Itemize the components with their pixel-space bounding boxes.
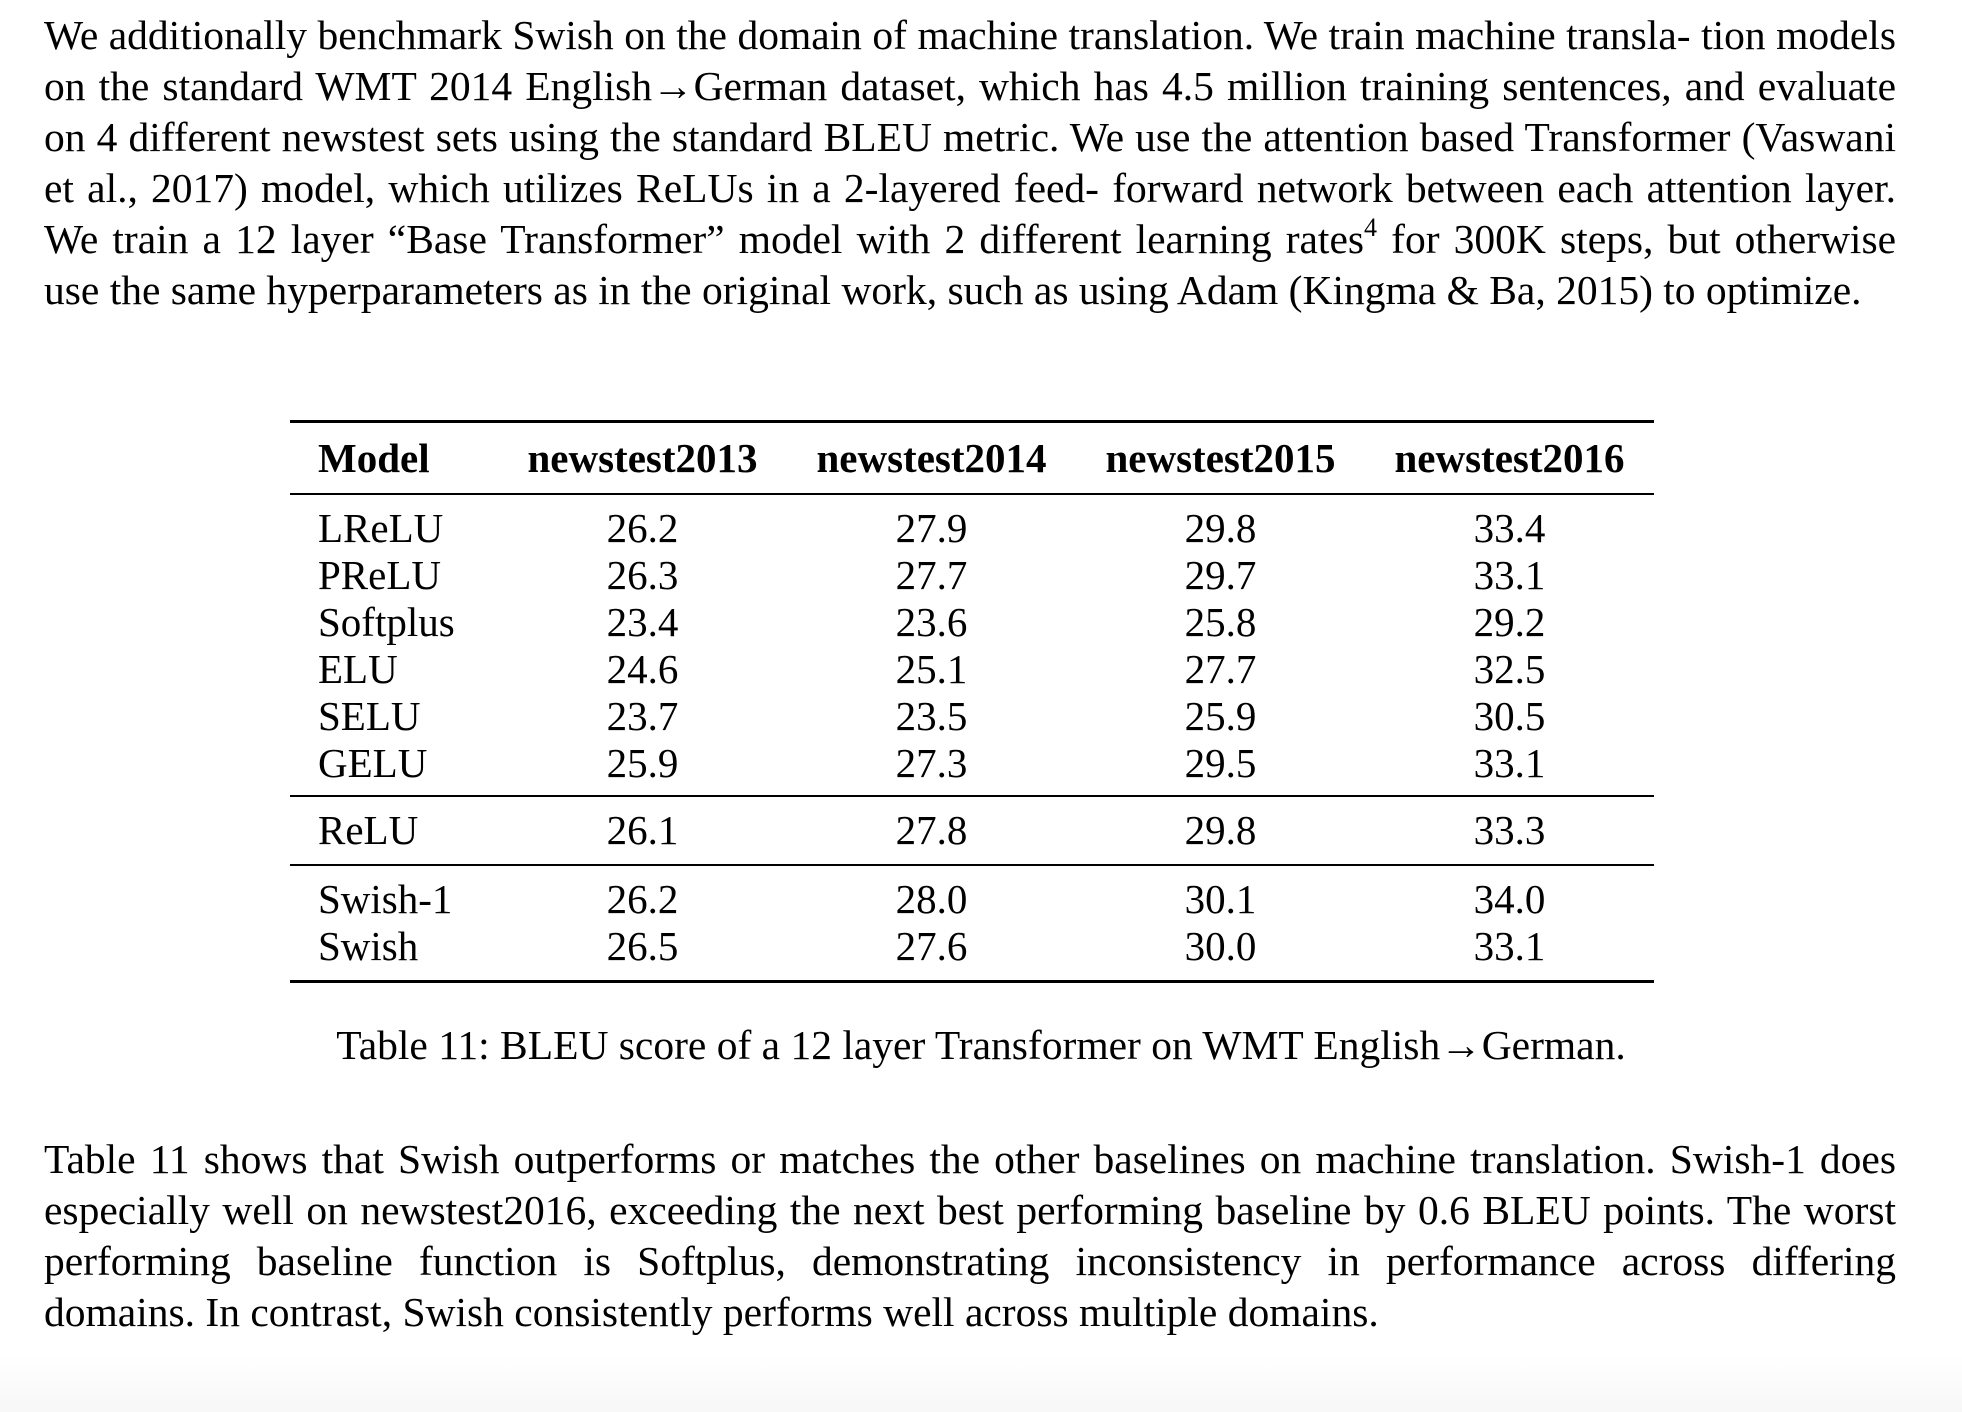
score-cell: 26.2 bbox=[606, 505, 679, 551]
table-row: LReLU 26.2 27.9 29.8 33.4 bbox=[290, 494, 1654, 552]
table-row: SELU 23.7 23.5 25.9 30.5 bbox=[290, 693, 1654, 740]
score-cell: 27.7 bbox=[1184, 646, 1257, 692]
score-cell: 29.7 bbox=[1184, 552, 1257, 598]
score-cell: 27.9 bbox=[895, 505, 968, 551]
score-cell: 25.1 bbox=[895, 646, 968, 692]
score-cell: 24.6 bbox=[606, 646, 679, 692]
paragraph-line: 2 different learning rates bbox=[944, 216, 1365, 262]
score-cell: 25.9 bbox=[1184, 693, 1257, 739]
model-name: SELU bbox=[318, 693, 421, 739]
table-row: PReLU 26.3 27.7 29.7 33.1 bbox=[290, 552, 1654, 599]
score-cell: 23.6 bbox=[895, 599, 968, 645]
model-name: Swish-1 bbox=[290, 864, 498, 923]
paragraph-line: original work, such as using Adam (Kingm… bbox=[701, 267, 1862, 313]
score-cell: 29.8 bbox=[1184, 505, 1257, 551]
swish-group: Swish-1 26.2 28.0 30.1 34.0 Swish 26.5 2… bbox=[290, 864, 1654, 983]
bleu-results-table: Model newstest2013 newstest2014 newstest… bbox=[290, 420, 1654, 983]
model-name: ELU bbox=[318, 646, 398, 692]
score-cell: 29.8 bbox=[1076, 795, 1365, 865]
score-cell: 29.2 bbox=[1473, 599, 1546, 645]
table-row: Swish 26.5 27.6 30.0 33.1 bbox=[290, 923, 1654, 983]
discussion-paragraph: Table 11 shows that Swish outperforms or… bbox=[44, 1134, 1896, 1338]
header-newstest2014: newstest2014 bbox=[787, 420, 1076, 495]
paragraph-line: Swish-1 does especially well on newstest… bbox=[44, 1136, 1897, 1233]
table-row: ELU 24.6 25.1 27.7 32.5 bbox=[290, 646, 1654, 693]
score-cell: 26.5 bbox=[498, 923, 787, 983]
score-cell: 25.8 bbox=[1184, 599, 1257, 645]
table-row: Softplus 23.4 23.6 25.8 29.2 bbox=[290, 599, 1654, 646]
footnote-marker: 4 bbox=[1364, 213, 1378, 243]
score-cell: 26.1 bbox=[498, 795, 787, 865]
score-cell: 23.7 bbox=[606, 693, 679, 739]
model-name: GELU bbox=[318, 740, 428, 786]
score-cell: 30.0 bbox=[1076, 923, 1365, 983]
score-cell: 33.3 bbox=[1365, 795, 1654, 865]
intro-paragraph: We additionally benchmark Swish on the d… bbox=[44, 10, 1896, 316]
model-name: Swish bbox=[290, 923, 498, 983]
score-cell: 33.1 bbox=[1473, 740, 1546, 786]
relu-group: ReLU 26.1 27.8 29.8 33.3 bbox=[290, 795, 1654, 865]
score-cell: 28.0 bbox=[787, 864, 1076, 923]
model-name: LReLU bbox=[318, 505, 444, 551]
model-name: Softplus bbox=[318, 599, 455, 645]
paragraph-line: domains. bbox=[1227, 1289, 1379, 1335]
model-name: PReLU bbox=[318, 552, 441, 598]
score-cell: 34.0 bbox=[1365, 864, 1654, 923]
table-header-row: Model newstest2013 newstest2014 newstest… bbox=[290, 420, 1654, 495]
score-cell: 27.6 bbox=[787, 923, 1076, 983]
score-cell: 33.1 bbox=[1473, 552, 1546, 598]
score-cell: 23.5 bbox=[895, 693, 968, 739]
paragraph-line: sentences, and evaluate on 4 different n… bbox=[44, 63, 1897, 160]
score-cell: 23.4 bbox=[606, 599, 679, 645]
score-cell: 29.5 bbox=[1184, 740, 1257, 786]
paragraph-line: performance across differing domains. In… bbox=[44, 1238, 1897, 1335]
score-cell: 30.1 bbox=[1076, 864, 1365, 923]
header-model: Model bbox=[290, 420, 498, 495]
score-cell: 27.8 bbox=[787, 795, 1076, 865]
score-cell: 27.7 bbox=[895, 552, 968, 598]
score-cell: 26.3 bbox=[606, 552, 679, 598]
score-cell: 30.5 bbox=[1473, 693, 1546, 739]
paragraph-line: for 300K steps, but otherwise use the sa… bbox=[44, 216, 1897, 313]
header-newstest2015: newstest2015 bbox=[1076, 420, 1365, 495]
paragraph-line: forward network between each attention l… bbox=[44, 165, 1897, 262]
paragraph-line: Table 11 shows that Swish outperforms or… bbox=[44, 1136, 1656, 1182]
model-name: ReLU bbox=[290, 795, 498, 865]
paragraph-line: We additionally benchmark Swish on the d… bbox=[44, 12, 1691, 58]
score-cell: 33.4 bbox=[1473, 505, 1546, 551]
table-row: GELU 25.9 27.3 29.5 33.1 bbox=[290, 740, 1654, 796]
table-row: ReLU 26.1 27.8 29.8 33.3 bbox=[290, 795, 1654, 865]
header-newstest2013: newstest2013 bbox=[498, 420, 787, 495]
score-cell: 27.3 bbox=[895, 740, 968, 786]
score-cell: 32.5 bbox=[1473, 646, 1546, 692]
baseline-group: LReLU 26.2 27.9 29.8 33.4 PReLU 26.3 27.… bbox=[290, 494, 1654, 796]
paragraph-line: attention based Transformer (Vaswani et … bbox=[44, 114, 1897, 211]
paragraph-line: tion models on the standard WMT 2014 Eng… bbox=[44, 12, 1896, 109]
score-cell: 26.2 bbox=[498, 864, 787, 923]
table-caption: Table 11: BLEU score of a 12 layer Trans… bbox=[336, 1022, 1626, 1068]
score-cell: 33.1 bbox=[1365, 923, 1654, 983]
header-newstest2016: newstest2016 bbox=[1365, 420, 1654, 495]
table-row: Swish-1 26.2 28.0 30.1 34.0 bbox=[290, 864, 1654, 923]
score-cell: 25.9 bbox=[606, 740, 679, 786]
paragraph-line: BLEU points. The worst performing baseli… bbox=[44, 1187, 1896, 1284]
